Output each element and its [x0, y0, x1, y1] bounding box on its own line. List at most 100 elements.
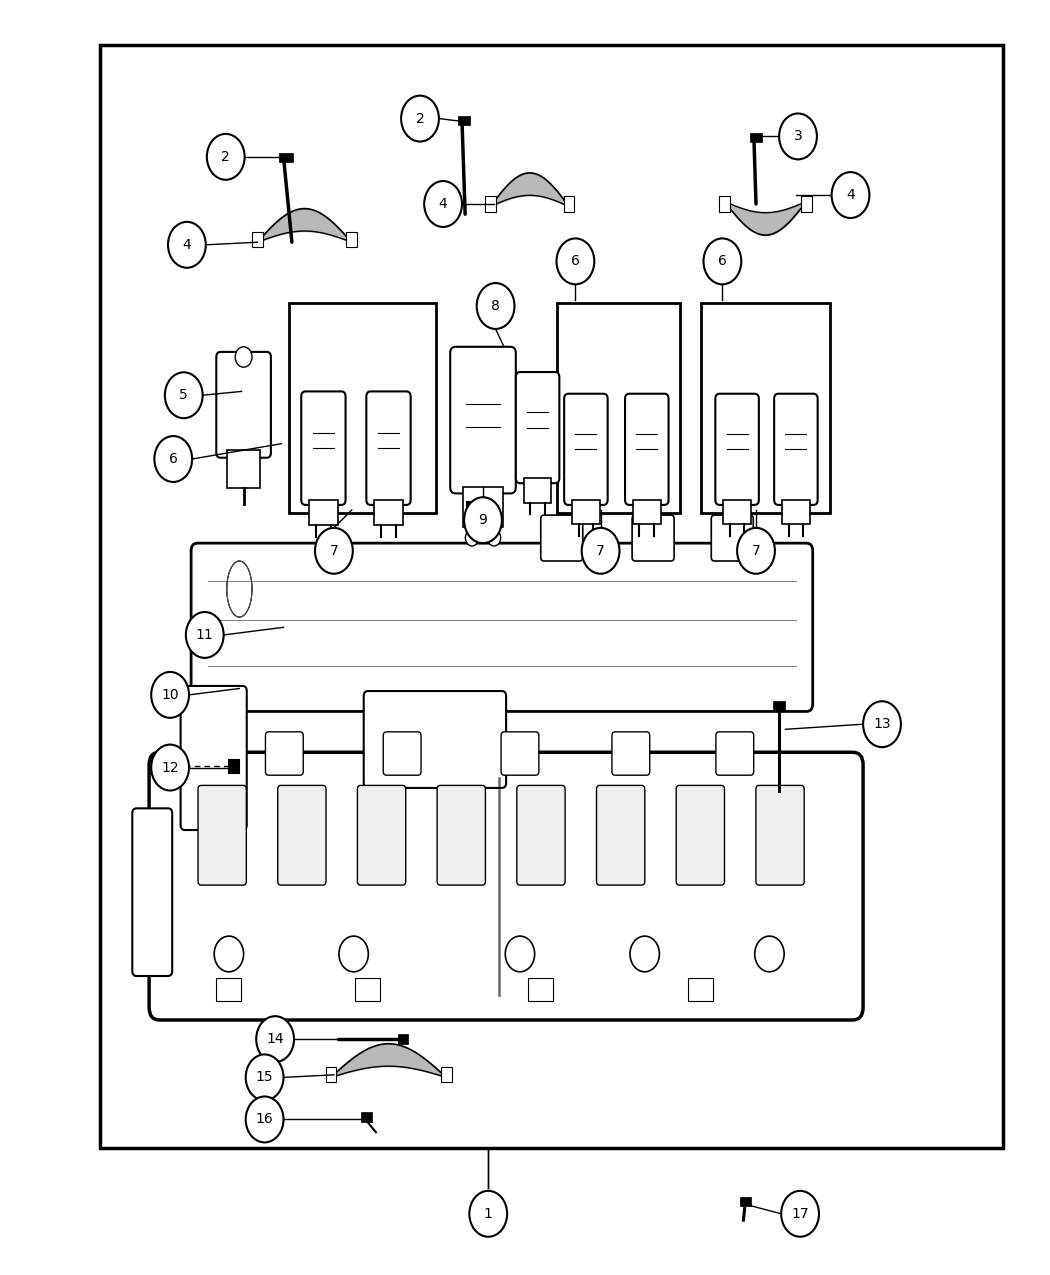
- Text: 17: 17: [792, 1207, 809, 1220]
- FancyBboxPatch shape: [711, 515, 753, 561]
- FancyBboxPatch shape: [715, 394, 759, 505]
- Bar: [528, 978, 553, 1001]
- Circle shape: [465, 530, 479, 546]
- Text: 15: 15: [256, 1071, 273, 1084]
- Bar: [466, 501, 476, 510]
- FancyBboxPatch shape: [198, 785, 247, 885]
- FancyBboxPatch shape: [541, 515, 583, 561]
- Circle shape: [339, 936, 369, 972]
- Text: 9: 9: [479, 514, 487, 527]
- Bar: [750, 133, 762, 142]
- Circle shape: [582, 528, 620, 574]
- Circle shape: [165, 372, 203, 418]
- Circle shape: [556, 238, 594, 284]
- Text: 6: 6: [571, 255, 580, 268]
- Bar: [801, 196, 812, 212]
- Circle shape: [151, 672, 189, 718]
- Circle shape: [207, 134, 245, 180]
- Bar: [458, 116, 470, 125]
- FancyBboxPatch shape: [437, 785, 485, 885]
- Bar: [773, 701, 785, 711]
- Circle shape: [168, 222, 206, 268]
- Bar: [740, 1197, 751, 1206]
- Circle shape: [256, 1016, 294, 1062]
- Bar: [279, 153, 293, 162]
- FancyBboxPatch shape: [149, 752, 863, 1020]
- Text: 6: 6: [718, 255, 727, 268]
- Text: 13: 13: [874, 718, 890, 731]
- FancyBboxPatch shape: [632, 515, 674, 561]
- FancyBboxPatch shape: [676, 785, 724, 885]
- Bar: [782, 500, 810, 524]
- Bar: [723, 500, 751, 524]
- Circle shape: [477, 283, 514, 329]
- Text: 3: 3: [794, 130, 802, 143]
- Bar: [572, 500, 600, 524]
- Circle shape: [505, 936, 534, 972]
- Text: 7: 7: [330, 544, 338, 557]
- Text: 5: 5: [180, 389, 188, 402]
- Text: 16: 16: [256, 1113, 273, 1126]
- Bar: [227, 450, 260, 488]
- Bar: [355, 978, 380, 1001]
- Circle shape: [779, 113, 817, 159]
- FancyBboxPatch shape: [625, 394, 669, 505]
- FancyBboxPatch shape: [357, 785, 405, 885]
- Circle shape: [630, 936, 659, 972]
- Bar: [483, 501, 492, 510]
- Bar: [485, 196, 496, 212]
- FancyBboxPatch shape: [366, 391, 411, 505]
- Text: 1: 1: [484, 1207, 492, 1220]
- Circle shape: [781, 1191, 819, 1237]
- Circle shape: [424, 181, 462, 227]
- Bar: [398, 1034, 408, 1044]
- Bar: [633, 500, 660, 524]
- Circle shape: [214, 936, 244, 972]
- Circle shape: [737, 528, 775, 574]
- Text: 2: 2: [416, 112, 424, 125]
- FancyBboxPatch shape: [181, 686, 247, 830]
- FancyBboxPatch shape: [612, 732, 650, 775]
- Bar: [564, 196, 574, 212]
- Circle shape: [154, 436, 192, 482]
- Circle shape: [704, 238, 741, 284]
- FancyBboxPatch shape: [716, 732, 754, 775]
- FancyBboxPatch shape: [191, 543, 813, 711]
- Circle shape: [151, 745, 189, 790]
- Text: 11: 11: [196, 629, 213, 641]
- Text: 12: 12: [162, 761, 178, 774]
- FancyBboxPatch shape: [277, 785, 326, 885]
- Bar: [216, 978, 242, 1001]
- Circle shape: [315, 528, 353, 574]
- Bar: [252, 232, 262, 247]
- FancyBboxPatch shape: [266, 732, 303, 775]
- Bar: [346, 232, 357, 247]
- Bar: [100, 45, 1003, 1148]
- Text: 7: 7: [596, 544, 605, 557]
- FancyBboxPatch shape: [756, 785, 804, 885]
- Circle shape: [487, 530, 501, 546]
- Text: 4: 4: [439, 198, 447, 210]
- FancyBboxPatch shape: [363, 691, 506, 788]
- Circle shape: [832, 172, 869, 218]
- Circle shape: [401, 96, 439, 142]
- Bar: [701, 303, 830, 513]
- FancyBboxPatch shape: [450, 347, 516, 493]
- Text: 2: 2: [222, 150, 230, 163]
- Bar: [556, 303, 680, 513]
- FancyBboxPatch shape: [516, 372, 560, 483]
- FancyBboxPatch shape: [383, 732, 421, 775]
- Bar: [441, 1067, 452, 1082]
- Bar: [309, 500, 338, 525]
- Circle shape: [464, 497, 502, 543]
- Bar: [361, 1112, 372, 1122]
- Circle shape: [186, 612, 224, 658]
- Bar: [719, 196, 730, 212]
- FancyBboxPatch shape: [501, 732, 539, 775]
- FancyBboxPatch shape: [517, 785, 565, 885]
- FancyBboxPatch shape: [564, 394, 608, 505]
- Bar: [524, 478, 551, 502]
- FancyBboxPatch shape: [596, 785, 645, 885]
- FancyBboxPatch shape: [132, 808, 172, 977]
- Bar: [374, 500, 403, 525]
